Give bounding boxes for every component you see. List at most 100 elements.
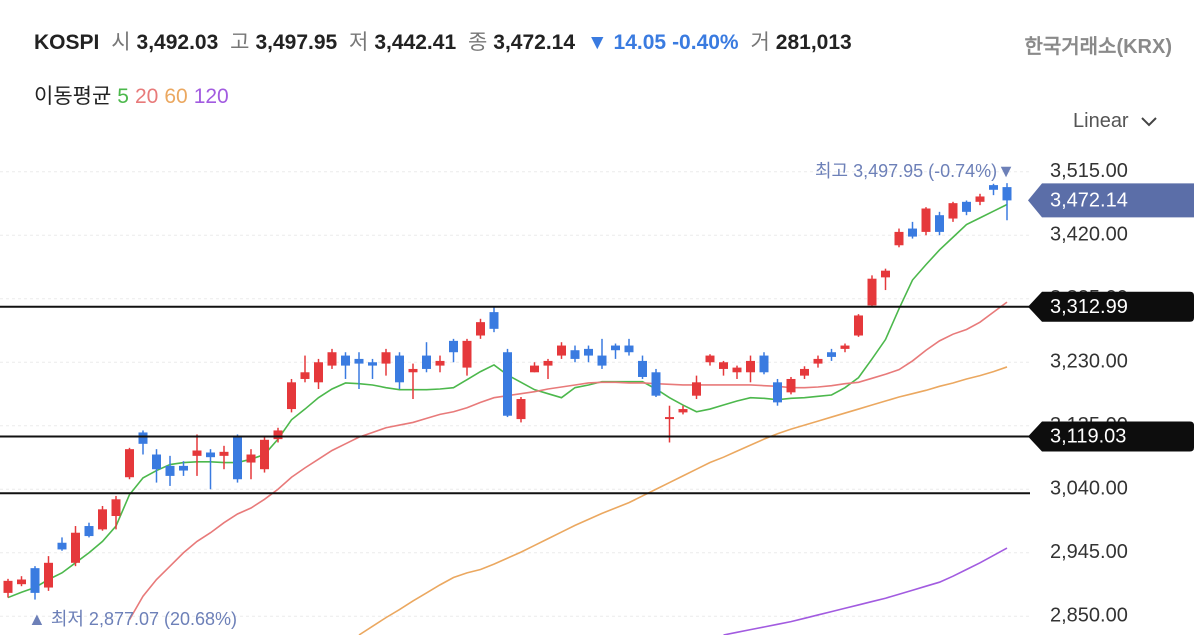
candle-body: [948, 203, 958, 219]
value: 281,013: [775, 31, 852, 54]
candle-body: [273, 430, 283, 440]
candle-body: [732, 367, 742, 373]
quote-header: KOSPI 시 3,492.03 고 3,497.95 저 3,442.41 종 3,4…: [34, 26, 858, 56]
candle-body: [516, 399, 526, 420]
candle-body: [759, 355, 769, 373]
candle-body: [152, 454, 161, 470]
symbol: KOSPI: [34, 31, 100, 54]
candle-body: [624, 345, 634, 353]
candle-body: [935, 215, 944, 232]
candle-body: [867, 278, 877, 306]
candle-body: [908, 228, 917, 237]
current-flag: [1028, 183, 1194, 218]
price-flag: [1028, 421, 1194, 452]
candle-body: [408, 368, 418, 373]
price-flag-label: 3,119.03: [1050, 426, 1126, 448]
candle-body: [233, 435, 242, 480]
candle-body: [503, 352, 512, 416]
legend-entry: 60: [164, 85, 188, 108]
candle-body: [840, 345, 850, 349]
scale-label[interactable]: Linear: [1073, 110, 1129, 132]
candle-body: [462, 340, 472, 368]
legend-entry: 20: [134, 85, 159, 108]
value: 3,497.95: [255, 31, 338, 54]
chevron: [1141, 117, 1157, 127]
candle-body: [800, 368, 809, 376]
candle-body: [854, 315, 863, 336]
candle-body: [962, 201, 971, 212]
candle-body: [773, 382, 782, 403]
candle-body: [341, 355, 350, 366]
candle-body: [638, 360, 647, 377]
y-tick-label: 2,850.00: [1050, 605, 1128, 627]
candle-body: [111, 499, 121, 517]
candle-body: [611, 345, 620, 351]
candle-body: [246, 454, 256, 463]
legend-title: 이동평균: [34, 85, 112, 108]
candle-body: [44, 562, 53, 588]
candle-body: [3, 580, 13, 593]
candle-body: [179, 465, 188, 471]
candle-body: [678, 409, 688, 413]
candle-body: [597, 355, 607, 366]
legend-entry: 5: [117, 85, 129, 108]
candle-body: [395, 355, 404, 383]
annotation-low: ▲ 최저 2,877.07 (20.68%): [28, 609, 237, 629]
value: 3,442.41: [374, 31, 457, 54]
price-flag: [1028, 291, 1194, 322]
moving-average: [358, 366, 1008, 635]
candle-body: [300, 372, 310, 379]
candle-body: [651, 372, 661, 396]
candle-body: [165, 465, 175, 476]
candle-body: [381, 352, 391, 364]
moving-average: [723, 547, 1008, 635]
candle-body: [476, 322, 485, 336]
candle-body: [921, 208, 931, 232]
label: 거: [750, 31, 770, 54]
moving-average: [128, 301, 1008, 621]
candle-body: [989, 185, 998, 190]
y-tick-label: 3,040.00: [1050, 478, 1128, 500]
candle-body: [584, 348, 593, 356]
label: 시: [111, 31, 131, 54]
label: 고: [230, 31, 250, 54]
candle-body: [287, 382, 296, 410]
moving-average: [7, 203, 1008, 599]
candle-body: [219, 451, 229, 456]
candle-body: [422, 355, 431, 369]
price-flag-label: 3,312.99: [1050, 296, 1128, 318]
candle-body: [489, 312, 499, 329]
candle-body: [192, 450, 202, 456]
candle-body: [368, 362, 377, 366]
candle-body: [827, 352, 836, 357]
candle-body: [71, 532, 80, 563]
candle-body: [354, 358, 364, 364]
label: 종: [467, 31, 488, 54]
candle-body: [84, 526, 94, 537]
candle-body: [975, 196, 985, 202]
candle-body: [719, 362, 728, 369]
candle-body: [894, 231, 904, 246]
candle-body: [138, 432, 148, 444]
candle-body: [435, 360, 445, 366]
current-label: 3,472.14: [1050, 190, 1128, 212]
change-pct: -0.40%: [672, 31, 739, 54]
candle-body: [746, 360, 755, 373]
legend-entry: 120: [193, 85, 229, 108]
candle-body: [57, 542, 67, 550]
candle-body: [881, 270, 890, 278]
candle-body: [543, 360, 553, 366]
label: 저: [349, 31, 369, 54]
annotation-high: 최고 3,497.95 (-0.74%)▼: [815, 161, 1015, 181]
candle-body: [557, 345, 566, 356]
candle-body: [98, 509, 107, 530]
change: ▼ 14.05: [586, 31, 667, 54]
y-tick-label: 3,515.00: [1050, 160, 1128, 182]
candle-body: [1002, 187, 1012, 201]
candle-body: [570, 350, 580, 359]
scale-select[interactable]: Linear: [1073, 110, 1158, 133]
candle-body: [449, 340, 458, 353]
candle-body: [17, 579, 26, 585]
y-tick-label: 2,945.00: [1050, 541, 1128, 563]
